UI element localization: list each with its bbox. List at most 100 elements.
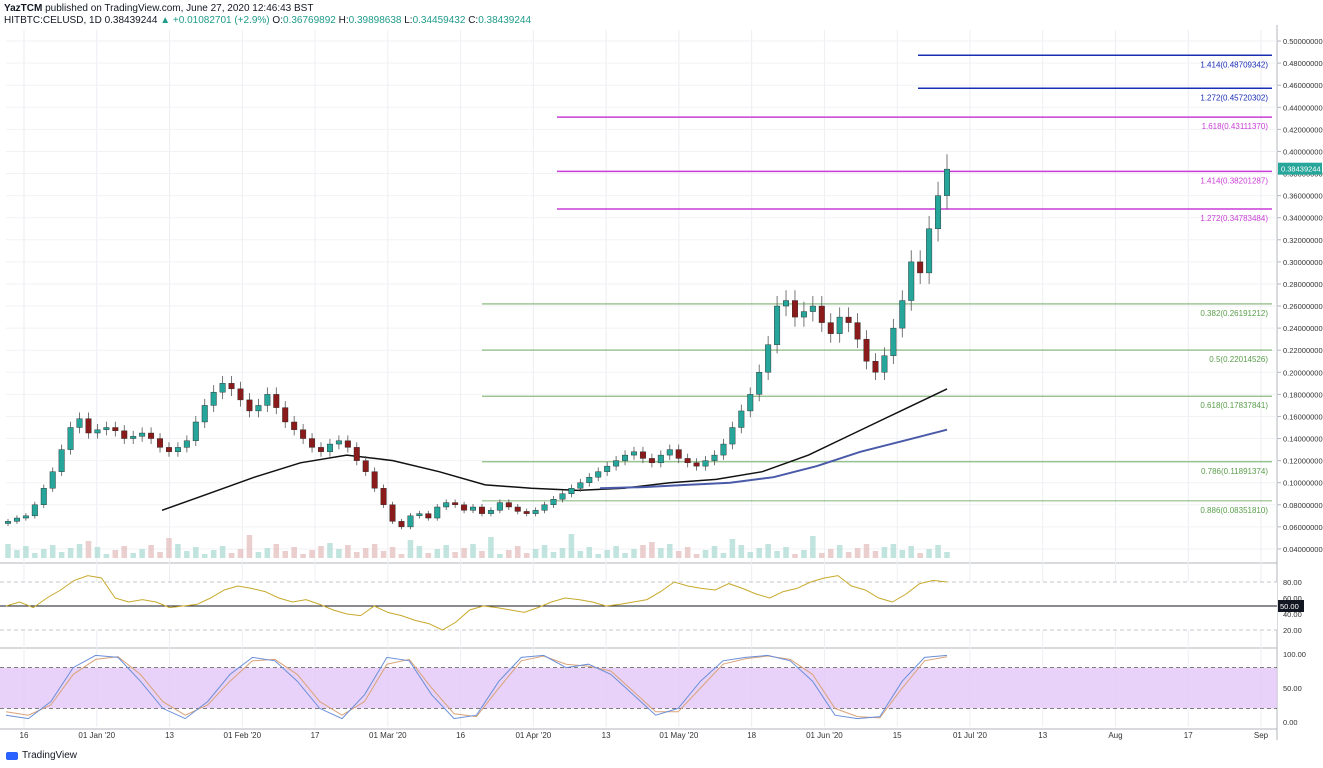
volume-bar — [881, 547, 888, 558]
volume-bar — [461, 548, 467, 558]
candle-body — [434, 506, 441, 519]
rsi-pane: 80.00 60.00 40.00 20.00 50.00 — [0, 575, 1304, 635]
candle-body — [201, 405, 208, 423]
candle-body — [255, 405, 262, 412]
up-triangle-icon: ▲ — [160, 15, 171, 26]
rsi-tick-label: 20.00 — [1283, 626, 1302, 635]
candle-body — [344, 440, 351, 448]
author-name[interactable]: YazTCM — [4, 3, 43, 14]
price-tick-label: 0.40000000 — [1283, 147, 1323, 156]
candle-body — [648, 458, 655, 464]
volume-bar — [765, 544, 771, 558]
volume-bar — [175, 544, 181, 558]
stoch-tick-label: 100.00 — [1283, 650, 1306, 659]
candle-body — [747, 394, 754, 412]
candle-body — [85, 418, 92, 434]
candle-body — [273, 394, 280, 408]
close-value: 0.38439244 — [478, 15, 532, 26]
symbol-ohlc-row: HITBTC:CELUSD, 1D 0.38439244 ▲ +0.010827… — [4, 15, 532, 26]
volume-bar — [774, 551, 780, 558]
price-tick-label: 0.08000000 — [1283, 501, 1323, 510]
fib-label: 1.414(0.48709342) — [1200, 60, 1268, 69]
candle-body — [818, 305, 825, 323]
volume-bar — [532, 549, 539, 558]
candle-body — [461, 504, 468, 511]
volume-bar — [604, 550, 610, 558]
candle-body — [756, 372, 763, 395]
candle-body — [353, 447, 360, 461]
publish-date: published on TradingView.com, June 27, 2… — [45, 3, 314, 14]
candle-body — [31, 504, 38, 517]
candle-body — [389, 504, 396, 522]
price-tick-label: 0.48000000 — [1283, 59, 1323, 68]
candle-body — [487, 510, 494, 514]
candle-body — [872, 361, 879, 373]
candle-body — [729, 427, 736, 445]
volume-bar — [541, 545, 548, 558]
time-tick-label: 15 — [893, 731, 902, 740]
volume-bar — [443, 545, 449, 558]
candle-body — [791, 300, 798, 318]
time-axis[interactable]: 16 01 Jan '20 13 01 Feb '20 17 01 Mar '20 16 01… — [20, 731, 1269, 740]
price-change: +0.01082701 (+2.9%) — [172, 15, 270, 26]
candle-body — [139, 432, 146, 437]
volume-bar — [309, 550, 315, 558]
stoch-d-line — [5, 655, 948, 719]
candle-body — [416, 513, 423, 517]
price-tick-label: 0.34000000 — [1283, 214, 1323, 223]
symbol-label: HITBTC:CELUSD, 1D — [4, 15, 102, 26]
price-tick-label: 0.50000000 — [1283, 37, 1323, 46]
volume-bar — [908, 546, 915, 558]
candle-body — [935, 195, 942, 229]
volume-bar — [810, 536, 816, 558]
volume-bar — [550, 552, 557, 558]
rsi-tick-label: 80.00 — [1283, 578, 1302, 587]
price-tick-label: 0.12000000 — [1283, 457, 1323, 466]
fib-label: 0.786(0.11891374) — [1201, 467, 1268, 476]
candle-body — [657, 454, 664, 464]
volume-bar — [783, 547, 789, 558]
candle-body — [121, 430, 128, 439]
candle-body — [5, 521, 11, 524]
candle-body — [586, 476, 593, 483]
fib-label: 1.618(0.43111370) — [1202, 122, 1269, 131]
candle-body — [613, 460, 620, 467]
volume-bar — [836, 545, 843, 558]
candle-body — [246, 399, 253, 412]
candle-body — [550, 499, 557, 505]
candle-body — [684, 458, 691, 464]
volume-bar — [425, 553, 432, 558]
price-tick-label: 0.32000000 — [1283, 236, 1323, 245]
candle-body — [514, 506, 521, 512]
candle-body — [478, 506, 485, 514]
price-axis[interactable]: 0.50000000 0.48000000 0.46000000 0.44000000… — [1277, 37, 1323, 554]
rsi-tick-label: 40.00 — [1283, 610, 1302, 619]
candle-body — [523, 511, 530, 514]
volume-bar — [112, 550, 119, 558]
candle-body — [76, 418, 83, 428]
fib-label: 0.5(0.22014526) — [1209, 355, 1268, 364]
price-tick-label: 0.26000000 — [1283, 302, 1323, 311]
candle-body — [103, 427, 110, 430]
volume-bar — [389, 547, 396, 558]
fib-label: 1.272(0.45720302) — [1200, 93, 1268, 102]
candle-body — [210, 391, 217, 406]
volume-bar — [139, 549, 145, 558]
volume-bar — [148, 545, 154, 558]
candle-body — [666, 449, 673, 456]
candle-body — [291, 421, 298, 430]
volume-bar — [121, 546, 128, 558]
candle-body — [854, 322, 861, 340]
price-tick-label: 0.14000000 — [1283, 435, 1323, 444]
volume-bar — [14, 550, 20, 558]
tradingview-logo[interactable]: TradingView — [6, 750, 77, 761]
volume-bar — [684, 547, 691, 558]
volume-bars — [5, 534, 950, 558]
candle-body — [443, 502, 450, 508]
candle-body — [380, 488, 387, 505]
candle-body — [899, 300, 906, 329]
volume-bar — [255, 552, 262, 558]
volume-bar — [184, 551, 190, 558]
time-tick-label: 17 — [311, 731, 320, 740]
